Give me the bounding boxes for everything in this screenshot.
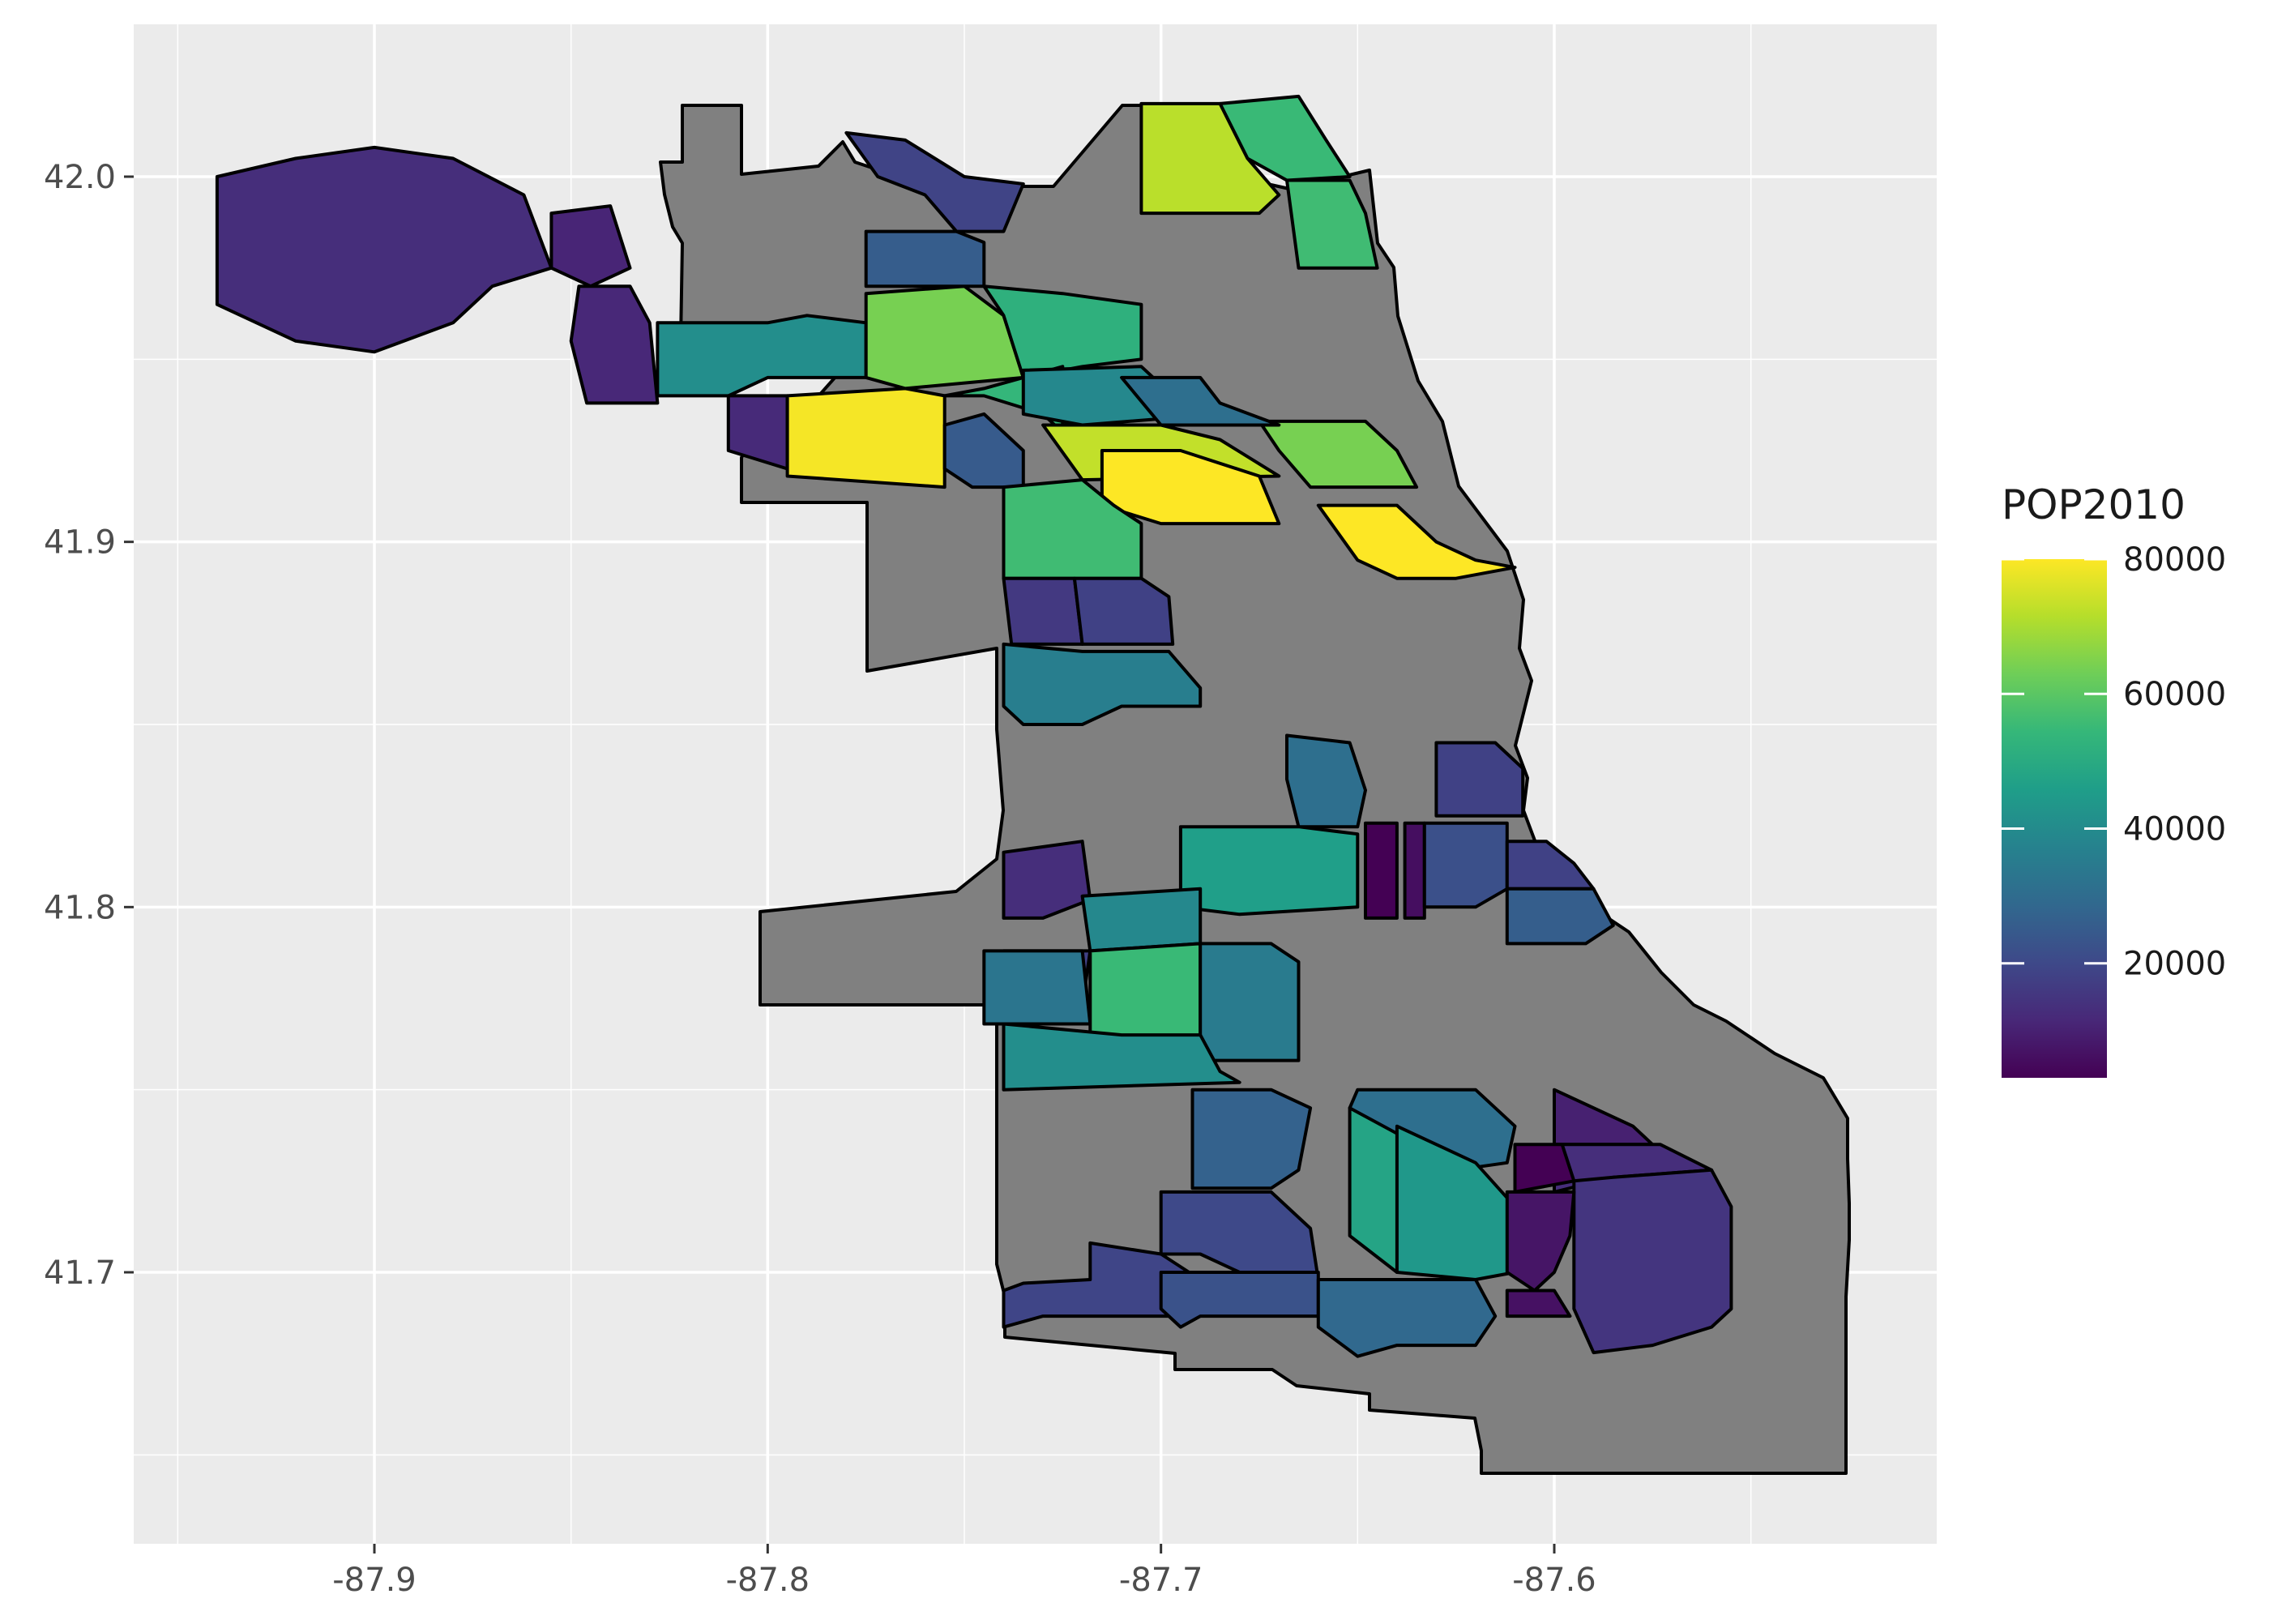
- region-north-lawndale: [1002, 642, 1203, 726]
- x-tick-label: -87.7: [1119, 1562, 1203, 1599]
- x-tick-label: -87.9: [332, 1562, 417, 1599]
- region-douglas: [1434, 741, 1525, 818]
- legend-colorbar: [2002, 559, 2107, 1078]
- region-west-lawn: [982, 949, 1092, 1026]
- legend-tick-label: 20000: [2123, 946, 2226, 983]
- y-tick-label: 41.7: [44, 1254, 116, 1292]
- region-hyde-park: [1505, 887, 1615, 946]
- region-kenwood: [1505, 840, 1596, 891]
- region-archer-heights: [1002, 840, 1092, 920]
- x-tick-label: -87.6: [1512, 1562, 1596, 1599]
- region-riverdale: [1505, 1289, 1572, 1318]
- legend: POP2010 20000 40000 60000 80000: [2002, 481, 2226, 1078]
- community-areas: [215, 94, 1733, 1358]
- axes: -87.9 -87.8 -87.7 -87.6 41.7 41.8 41.9 42.0: [44, 159, 1596, 1599]
- legend-tick-label: 80000: [2123, 541, 2226, 579]
- region-fuller-park: [1364, 821, 1399, 920]
- region-gage-park: [1080, 887, 1203, 953]
- y-tick-label: 41.8: [44, 889, 116, 926]
- region-morgan-park: [1159, 1271, 1320, 1329]
- region-albany-park: [982, 284, 1143, 379]
- legend-tick-label: 40000: [2123, 810, 2226, 848]
- region-west-ridge: [1139, 101, 1281, 216]
- region-west-englewood: [1199, 942, 1301, 1062]
- region-west-garfield-park: [1072, 576, 1175, 646]
- region-edgewater: [1285, 178, 1379, 270]
- region-oakland: [1403, 821, 1426, 920]
- y-tick-label: 42.0: [44, 159, 116, 196]
- region-north-center: [1120, 375, 1281, 427]
- x-tick-label: -87.8: [726, 1562, 810, 1599]
- region-washington-heights: [1190, 1088, 1313, 1190]
- region-austin-mid: [1002, 576, 1084, 646]
- region-belmont-cragin: [785, 387, 946, 489]
- region-jefferson-park: [864, 229, 986, 288]
- region-o-hare: [215, 145, 553, 354]
- region-forest-glen: [844, 130, 1025, 233]
- region-ashburn: [1002, 1022, 1241, 1092]
- region-brighton-park: [1178, 825, 1360, 917]
- region-lincoln-park: [1258, 419, 1419, 489]
- region-bridgeport: [1285, 733, 1367, 829]
- legend-tick-label: 60000: [2123, 676, 2226, 713]
- region-west-pullman: [1316, 1278, 1498, 1358]
- region-grand-boulevard: [1422, 821, 1509, 909]
- legend-title: POP2010: [2002, 481, 2186, 528]
- region-edison-park: [549, 204, 632, 288]
- region-near-north-side: [1316, 503, 1517, 580]
- y-tick-label: 41.9: [44, 524, 116, 562]
- region-norwood-park: [569, 284, 660, 405]
- region-pullman: [1505, 1190, 1576, 1293]
- region-south-deering: [1572, 1168, 1733, 1355]
- region-chatham: [1348, 1088, 1517, 1172]
- legend-ticks: 20000 40000 60000 80000: [2002, 541, 2226, 983]
